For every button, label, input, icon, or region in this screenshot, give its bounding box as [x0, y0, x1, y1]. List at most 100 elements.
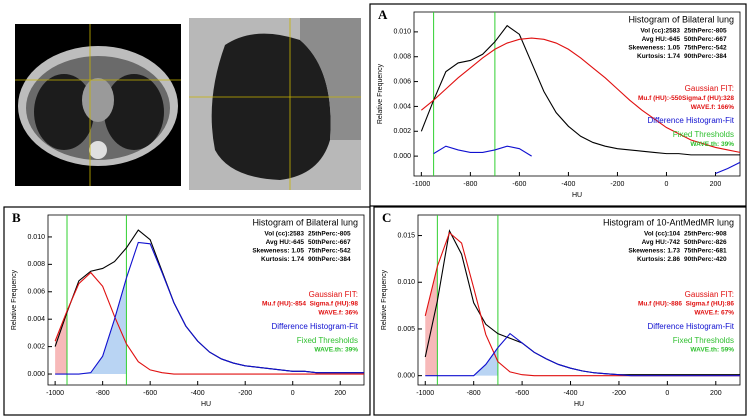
stat-text: Kurtosis: 1.74 [261, 256, 304, 263]
stat-text: Skeweness: 1.05 [628, 45, 680, 52]
x-tick-label: -200 [610, 181, 624, 188]
stat-text: Skeweness: 1.73 [628, 248, 680, 255]
series-line [54, 271, 364, 375]
stat-text: Avg HU:-645 [642, 36, 681, 43]
y-axis-label: Relative Frequency [381, 269, 388, 330]
stat-text: Vol (cc):2583 [264, 231, 304, 238]
threshold-text: WAVE.th: 39% [690, 141, 734, 148]
y-tick-label: 0.000 [27, 371, 45, 378]
x-tick-label: -600 [143, 390, 157, 397]
panel-label: B [12, 210, 21, 225]
threshold-title: Fixed Thresholds [297, 336, 358, 345]
shaded-area [425, 266, 438, 376]
stat-text: 50thPerc:-826 [684, 239, 727, 246]
stat-text: 75thPerc:-681 [684, 248, 727, 255]
y-tick-label: 0.002 [27, 343, 45, 350]
stat-text: 90thPerc:-384 [684, 53, 727, 60]
histogram-title: Histogram of Bilateral lung [252, 217, 358, 227]
y-tick-label: 0.000 [393, 153, 411, 160]
x-tick-label: -800 [463, 181, 477, 188]
stat-text: Kurtosis: 2.86 [637, 256, 680, 263]
x-tick-label: -600 [515, 390, 529, 397]
stat-text: 25thPerc:-908 [684, 231, 727, 238]
y-tick-label: 0.010 [27, 234, 45, 241]
x-tick-label: -400 [191, 390, 205, 397]
series-line [55, 241, 364, 375]
y-tick-label: 0.010 [397, 279, 415, 286]
threshold-title: Fixed Thresholds [673, 130, 734, 139]
x-tick-label: 0 [665, 390, 669, 397]
fit-title: Gaussian FIT: [685, 290, 734, 299]
left-lung [104, 74, 164, 150]
y-tick-label: 0.000 [397, 373, 415, 380]
difference-label: Difference Histogram-Fit [647, 116, 734, 125]
shaded-area [437, 347, 498, 376]
x-tick-label: 0 [665, 181, 669, 188]
fit-text: Sigma.f (HU):86 [686, 301, 735, 308]
stat-text: Vol (cc):2583 [640, 28, 680, 35]
fit-text: WAVE.f: 166% [691, 104, 734, 111]
stat-text: Avg HU:-742 [642, 239, 681, 246]
y-tick-label: 0.006 [27, 289, 45, 296]
fit-title: Gaussian FIT: [685, 84, 734, 93]
chart-panel: A 0.000 0.002 0.004 0.006 0.008 0.010 -1000 -800… [369, 3, 747, 207]
histogram-title: Histogram of 10-AntMedMR lung [603, 217, 734, 227]
stat-text: 50thPerc:-667 [308, 239, 351, 246]
soft-tissue [300, 18, 361, 140]
fit-text: WAVE.f: 36% [318, 310, 358, 317]
threshold-text: WAVE.th: 39% [314, 347, 358, 354]
y-axis-label: Relative Frequency [11, 269, 18, 330]
x-tick-label: 200 [710, 181, 722, 188]
axial-ct-image [15, 24, 181, 186]
fit-text: WAVE.f: 67% [694, 310, 734, 317]
series-line [433, 145, 741, 175]
stat-text: 50thPerc:-667 [684, 36, 727, 43]
shaded-area [55, 310, 68, 375]
series-line [425, 332, 740, 377]
series-line [421, 37, 741, 153]
chart-panel: C 0.000 0.005 0.010 0.015 -1000 -800 -600 -400 -2… [373, 206, 747, 416]
stat-text: 90thPerc:-420 [684, 256, 727, 263]
stat-text: 90thPerc:-384 [308, 256, 351, 263]
x-tick-label: -600 [512, 181, 526, 188]
sagittal-ct-image [189, 18, 361, 190]
y-tick-label: 0.004 [393, 103, 411, 110]
stat-text: Avg HU:-645 [266, 239, 305, 246]
x-axis-label: HU [572, 192, 582, 199]
lung [211, 33, 331, 180]
y-axis-label: Relative Frequency [377, 63, 384, 124]
plot-area [417, 214, 741, 386]
spine [89, 141, 107, 159]
stat-text: 25thPerc:-805 [684, 28, 727, 35]
y-tick-label: 0.015 [397, 232, 415, 239]
fit-title: Gaussian FIT: [309, 290, 358, 299]
stat-text: Skeweness: 1.05 [252, 248, 304, 255]
stat-text: 75thPerc:-542 [308, 248, 351, 255]
x-tick-label: 200 [710, 390, 722, 397]
x-tick-label: -1000 [46, 390, 64, 397]
histogram-title: Histogram of Bilateral lung [628, 14, 734, 24]
difference-label: Difference Histogram-Fit [647, 322, 734, 331]
stat-text: 75thPerc:-542 [684, 45, 727, 52]
series-line [420, 24, 740, 156]
x-tick-label: -200 [612, 390, 626, 397]
stat-text: Vol (cc):104 [644, 231, 680, 238]
y-tick-label: 0.006 [393, 78, 411, 85]
y-tick-label: 0.005 [397, 326, 415, 333]
threshold-title: Fixed Thresholds [673, 336, 734, 345]
y-tick-label: 0.004 [27, 316, 45, 323]
fit-text: Mu.f (HU):-550 [638, 95, 682, 102]
difference-label: Difference Histogram-Fit [271, 322, 358, 331]
x-tick-label: 0 [291, 390, 295, 397]
x-tick-label: -800 [96, 390, 110, 397]
fit-text: Mu.f (HU):-854 [262, 301, 306, 308]
y-tick-label: 0.010 [393, 29, 411, 36]
x-axis-label: HU [574, 401, 584, 408]
fit-text: Mu.f (HU):-886 [638, 301, 682, 308]
right-lung [34, 74, 94, 150]
stat-text: 25thPerc:-805 [308, 231, 351, 238]
stat-text: Kurtosis: 1.74 [637, 53, 680, 60]
y-tick-label: 0.008 [27, 261, 45, 268]
